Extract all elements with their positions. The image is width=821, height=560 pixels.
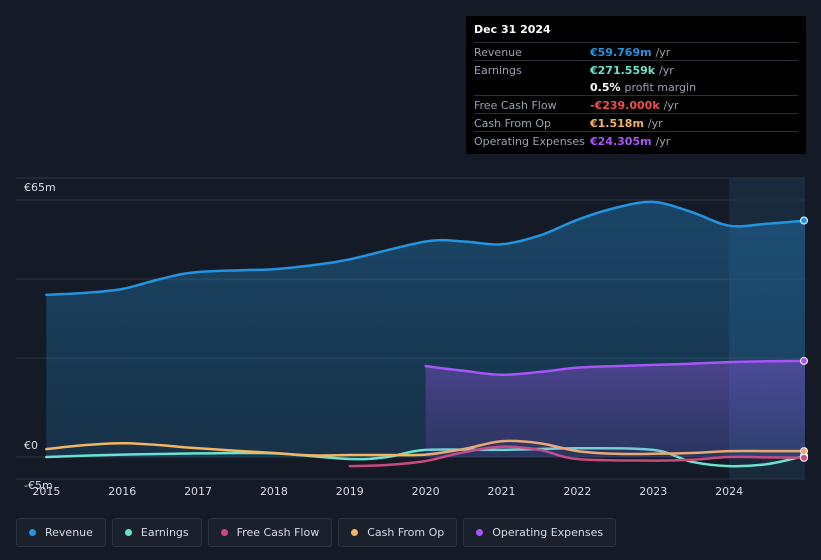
legend-item-revenue[interactable]: Revenue: [16, 518, 106, 547]
chart-tooltip: Dec 31 2024 Revenue €59.769m/yr Earnings €2…: [466, 16, 806, 154]
legend-item-cash-from-op[interactable]: Cash From Op: [338, 518, 458, 547]
legend-item-free-cash-flow[interactable]: Free Cash Flow: [207, 518, 333, 547]
tooltip-row-unit: /yr: [655, 45, 671, 59]
y-tick-label: €0: [24, 439, 38, 452]
tooltip-row-value: €1.518m: [590, 116, 644, 130]
x-tick-label: 2015: [32, 485, 60, 498]
tooltip-row: Revenue €59.769m/yr: [474, 42, 798, 60]
x-tick-label: 2016: [108, 485, 136, 498]
x-tick-label: 2020: [412, 485, 440, 498]
x-tick-label: 2019: [336, 485, 364, 498]
tooltip-row: 0.5% profit margin: [474, 78, 798, 95]
tooltip-row-value: 0.5%: [590, 80, 621, 94]
tooltip-row-label: Cash From Op: [474, 116, 552, 130]
tooltip-date: Dec 31 2024: [474, 23, 551, 36]
legend-dot-icon: [351, 529, 359, 536]
tooltip-row-label: Revenue: [474, 45, 522, 59]
tooltip-row-value: €59.769m: [590, 45, 652, 59]
legend-dot-icon: [29, 529, 36, 536]
legend-label: Operating Expenses: [492, 526, 604, 539]
revenue-endpoint: [800, 216, 808, 225]
legend-item-operating-expenses[interactable]: Operating Expenses: [463, 518, 617, 547]
revenue-line: [45, 200, 807, 297]
x-tick-label: 2024: [715, 485, 743, 498]
tooltip-row-value: -€239.000k: [590, 98, 660, 112]
tooltip-row-label: Earnings: [474, 63, 522, 77]
x-tick-label: 2017: [184, 485, 212, 498]
legend-label: Cash From Op: [367, 526, 445, 539]
operating-expenses-line: [424, 359, 807, 377]
tooltip-row: Earnings €271.559k/yr: [474, 60, 798, 78]
tooltip-row-unit: /yr: [655, 134, 671, 148]
legend-dot-icon: [220, 529, 228, 536]
tooltip-row-value: €24.305m: [590, 134, 652, 148]
x-tick-label: 2023: [639, 485, 667, 498]
legend-label: Revenue: [45, 526, 93, 539]
tooltip-row-value: €271.559k: [590, 63, 656, 77]
operating-expenses-area: [425, 360, 805, 457]
tooltip-row: Cash From Op €1.518m/yr: [474, 113, 798, 131]
tooltip-row-unit: /yr: [647, 116, 663, 130]
tooltip-row-label: Free Cash Flow: [474, 98, 557, 112]
x-tick-label: 2018: [260, 485, 288, 498]
operating-expenses-endpoint: [800, 356, 808, 365]
tooltip-row-unit: /yr: [659, 63, 674, 77]
legend-item-earnings[interactable]: Earnings: [111, 518, 202, 547]
legend-dot-icon: [476, 529, 484, 536]
tooltip-row-label: Operating Expenses: [474, 134, 585, 148]
tooltip-row-unit: profit margin: [624, 80, 697, 94]
tooltip-row-unit: /yr: [663, 98, 679, 112]
legend-label: Earnings: [140, 526, 189, 539]
legend-dot-icon: [124, 529, 132, 536]
y-tick-label: €65m: [24, 181, 56, 194]
y-tick-label: -€5m: [24, 479, 53, 492]
tooltip-row: Operating Expenses €24.305m/yr: [474, 131, 798, 149]
tooltip-row: Free Cash Flow -€239.000k/yr: [474, 95, 798, 113]
legend-label: Free Cash Flow: [236, 526, 320, 539]
chart-legend: Revenue Earnings Free Cash Flow Cash From O…: [16, 518, 617, 547]
x-tick-label: 2021: [488, 485, 516, 498]
x-tick-label: 2022: [563, 485, 591, 498]
